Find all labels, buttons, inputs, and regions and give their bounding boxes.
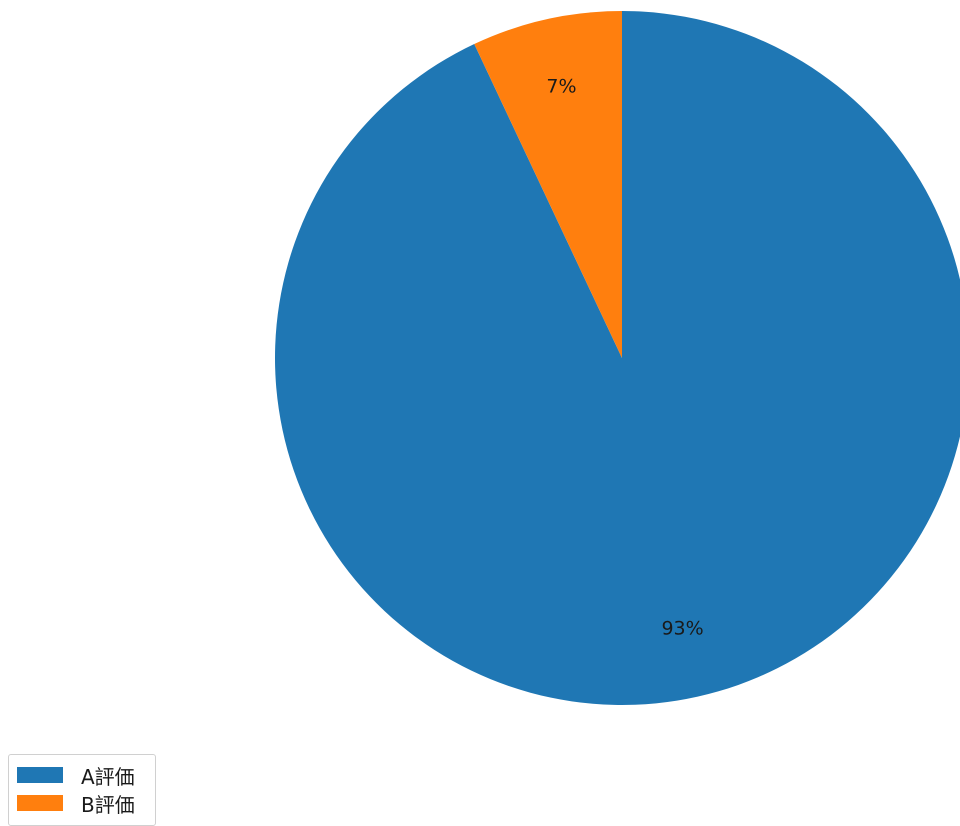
legend-swatch-a bbox=[17, 767, 63, 783]
pie-slices bbox=[275, 11, 960, 705]
legend-swatch-b bbox=[17, 795, 63, 811]
pie-value-label-a: 93% bbox=[661, 617, 703, 639]
legend-item-a: A評価 bbox=[17, 761, 147, 789]
pie-slice-b bbox=[474, 11, 622, 358]
pie-value-label-b: 7% bbox=[546, 76, 576, 98]
legend-item-b: B評価 bbox=[17, 789, 147, 817]
legend-label-a: A評価 bbox=[81, 764, 135, 789]
pie-value-labels: 93% 7% bbox=[546, 76, 703, 640]
legend-label-b: B評価 bbox=[81, 792, 135, 817]
legend: A評価 B評価 bbox=[8, 754, 156, 826]
pie-slice-a bbox=[275, 11, 960, 705]
